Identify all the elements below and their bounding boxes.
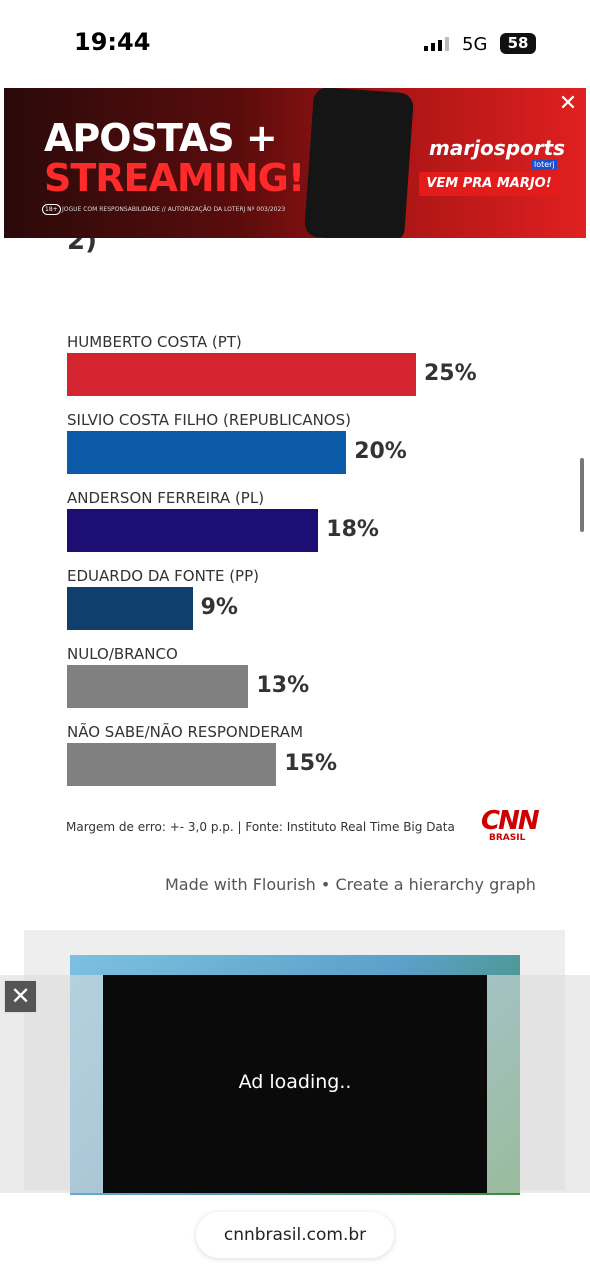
ad-headline: APOSTAS +: [44, 116, 278, 160]
value-label: 15%: [284, 751, 338, 776]
value-label: 25%: [424, 361, 477, 386]
category-label: NÃO SABE/NÃO RESPONDERAM: [67, 723, 304, 741]
category-label: EDUARDO DA FONTE (PP): [67, 567, 259, 585]
chart-note: Margem de erro: +- 3,0 p.p. | Fonte: Ins…: [66, 820, 455, 834]
value-label: 18%: [326, 517, 379, 542]
bar: [67, 665, 249, 708]
close-ad-button[interactable]: ✕: [558, 91, 578, 116]
network: 5G: [462, 34, 488, 55]
ad-brand: marjosports: [429, 136, 566, 160]
scrollbar: [580, 458, 584, 532]
bar: [67, 743, 277, 786]
close-video-ad[interactable]: ✕: [4, 980, 37, 1013]
value-label: 9%: [200, 595, 238, 620]
top-ad[interactable]: APOSTAS + STREAMING! 18+ JOGUE COM RESPO…: [4, 88, 586, 238]
ad-status: Ad loading..: [238, 1071, 352, 1093]
cnn-logo-sub: BRASIL: [489, 833, 526, 843]
bar: [67, 431, 347, 474]
ad-disclaimer: JOGUE COM RESPONSABILIDADE // AUTORIZAÇÃ…: [62, 206, 286, 213]
battery: 58: [500, 33, 536, 54]
video-ad: Ad loading..: [103, 975, 487, 1193]
bar: [67, 587, 193, 630]
bar: [67, 509, 319, 552]
flourish-link[interactable]: Create a hierarchy graph: [335, 875, 536, 894]
url-bar[interactable]: cnnbrasil.com.br: [196, 1212, 394, 1258]
category-label: ANDERSON FERREIRA (PL): [67, 489, 265, 507]
category-label: HUMBERTO COSTA (PT): [67, 333, 242, 351]
made-with[interactable]: Made with Flourish: [165, 875, 316, 894]
ad-brand-sub: loterj: [532, 160, 557, 169]
cnn-logo: CNN: [481, 806, 540, 836]
age-badge: 18+: [42, 204, 61, 215]
category-label: SILVIO COSTA FILHO (REPUBLICANOS): [67, 411, 351, 429]
bar-chart: HUMBERTO COSTA (PT) 25% SILVIO COSTA FILHO…: [67, 333, 477, 786]
clock: 19:44: [74, 28, 151, 56]
value-label: 13%: [256, 673, 310, 698]
ad-cta[interactable]: VEM PRA MARJO!: [419, 172, 559, 196]
value-label: 20%: [354, 439, 407, 464]
signal-icon: [424, 37, 454, 53]
ad-headline: STREAMING!: [44, 156, 305, 200]
flourish-credit: Made with Flourish • Create a hierarchy …: [165, 875, 536, 894]
bar: [67, 353, 416, 396]
category-label: NULO/BRANCO: [67, 645, 178, 663]
separator: •: [320, 875, 331, 894]
